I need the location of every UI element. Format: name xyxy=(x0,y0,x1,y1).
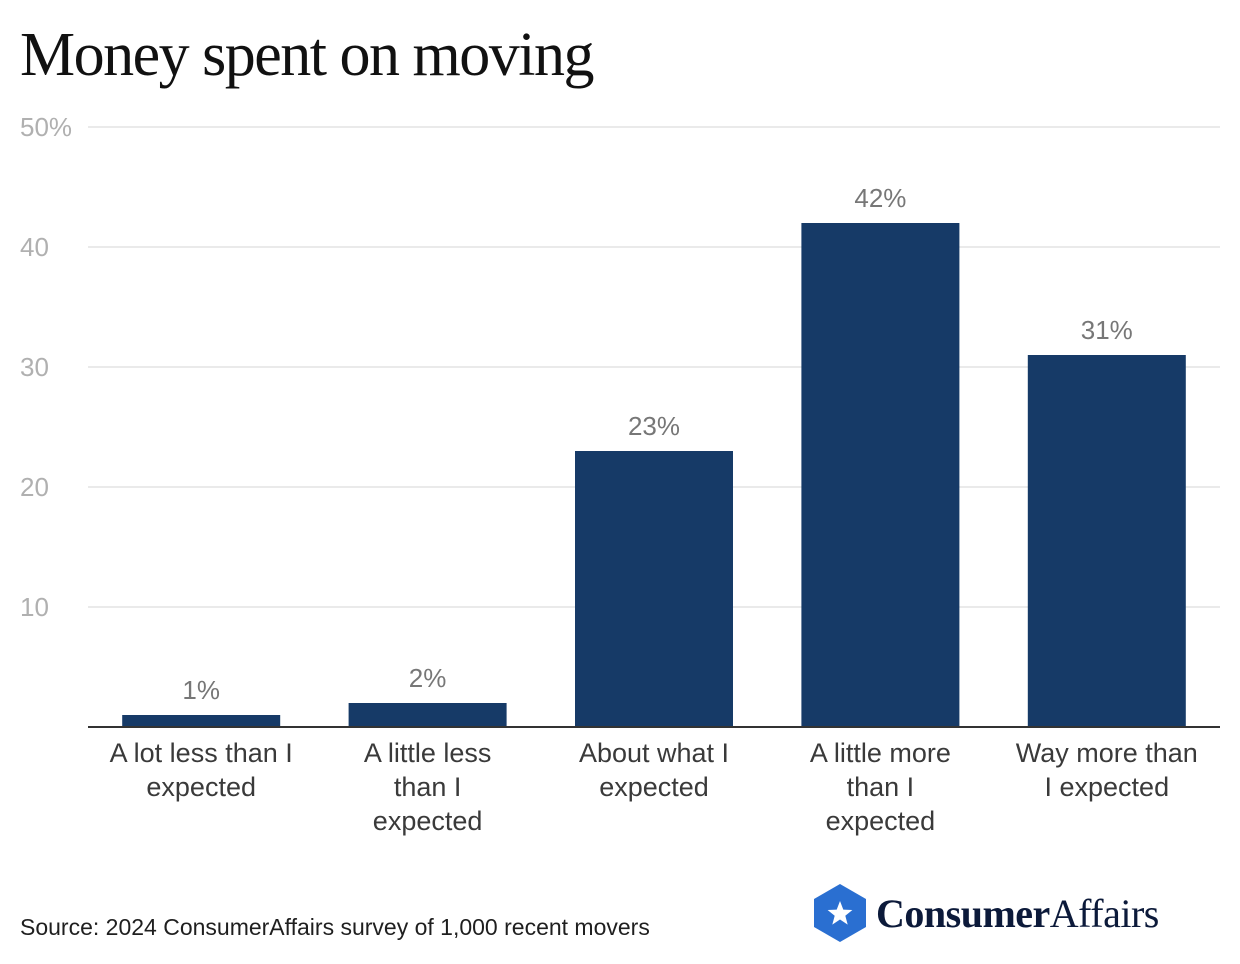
x-category-label: expected xyxy=(826,806,936,836)
consumeraffairs-logo: ConsumerAffairs xyxy=(810,882,1159,944)
x-category-label: Way more than xyxy=(1016,738,1198,768)
data-label: 31% xyxy=(1081,315,1133,345)
logo-wordmark: ConsumerAffairs xyxy=(876,890,1159,937)
bars xyxy=(122,223,1186,727)
x-category-label: than I xyxy=(394,772,462,802)
y-tick-label: 40 xyxy=(20,232,49,262)
data-label: 42% xyxy=(854,183,906,213)
data-label: 23% xyxy=(628,411,680,441)
logo-text-consumer: Consumer xyxy=(876,890,1050,936)
x-category-label: A little more xyxy=(810,738,951,768)
y-tick-label: 30 xyxy=(20,352,49,382)
data-label: 1% xyxy=(182,675,220,705)
logo-text-affairs: Affairs xyxy=(1049,890,1160,936)
x-category-label: A lot less than I xyxy=(110,738,293,768)
star-hexagon-icon xyxy=(814,884,866,942)
bar xyxy=(122,715,281,727)
x-category-label: A little less xyxy=(364,738,492,768)
gridlines: 10 20 30 40 50% xyxy=(20,112,1220,622)
y-tick-label: 10 xyxy=(20,592,49,622)
chart-title: Money spent on moving xyxy=(20,21,594,89)
x-category-label: I expected xyxy=(1045,772,1170,802)
x-category-label: About what I xyxy=(579,738,729,768)
data-labels: 1% 2% 23% 42% 31% xyxy=(182,183,1132,705)
y-tick-label: 50% xyxy=(20,112,72,142)
x-category-label: expected xyxy=(599,772,709,802)
bar xyxy=(1027,355,1186,727)
x-category-label: expected xyxy=(146,772,256,802)
bar-chart: 10 20 30 40 50% 1% 2% 23% 42% 31% A lot less tha… xyxy=(20,112,1220,836)
data-label: 2% xyxy=(409,663,447,693)
x-category-label: expected xyxy=(373,806,483,836)
bar xyxy=(348,703,507,727)
x-axis: A lot less than I expected A little less th… xyxy=(88,726,1220,836)
x-category-label: than I xyxy=(847,772,915,802)
bar xyxy=(575,451,733,727)
bar xyxy=(801,223,960,727)
y-tick-label: 20 xyxy=(20,472,49,502)
source-note: Source: 2024 ConsumerAffairs survey of 1… xyxy=(20,914,650,940)
